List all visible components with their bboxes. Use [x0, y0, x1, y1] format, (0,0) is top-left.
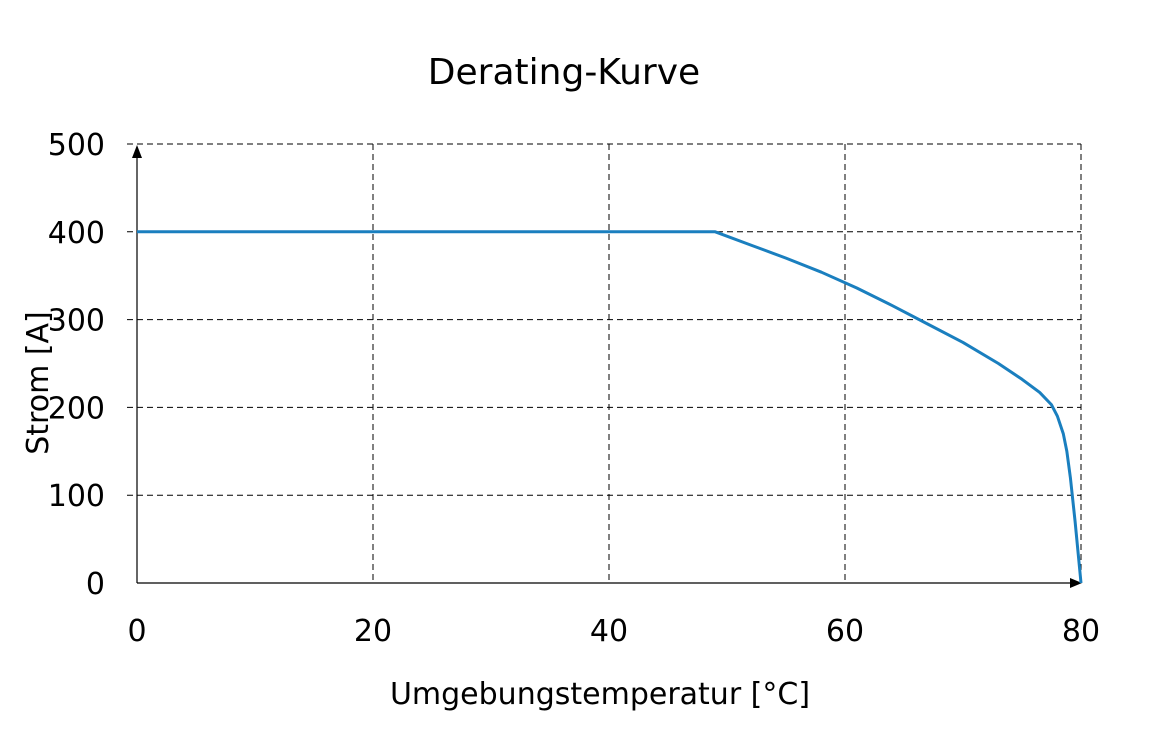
series	[137, 230, 1083, 584]
axes	[132, 145, 1082, 588]
tick-labels: 0 20 40 60 80 500 400 300 200 100 0	[48, 128, 1100, 649]
y-tick-label: 200	[48, 391, 105, 426]
y-tick-label: 0	[86, 567, 105, 602]
x-tick-label: 20	[354, 614, 392, 649]
x-tick-label: 60	[826, 614, 864, 649]
grid-lines	[127, 143, 1082, 583]
x-axis-arrow	[1070, 578, 1082, 588]
y-axis-label: Strom [A]	[21, 311, 56, 455]
y-tick-label: 500	[48, 128, 105, 163]
x-tick-label: 40	[590, 614, 628, 649]
chart-title: Derating-Kurve	[428, 52, 700, 93]
x-axis-label: Umgebungstemperatur [°C]	[390, 677, 810, 712]
series-line-0	[137, 230, 1083, 584]
x-tick-label: 0	[127, 614, 146, 649]
x-tick-label: 80	[1062, 614, 1100, 649]
y-tick-label: 300	[48, 304, 105, 339]
y-tick-label: 400	[48, 216, 105, 251]
y-axis-arrow	[132, 145, 142, 158]
y-tick-label: 100	[48, 479, 105, 514]
